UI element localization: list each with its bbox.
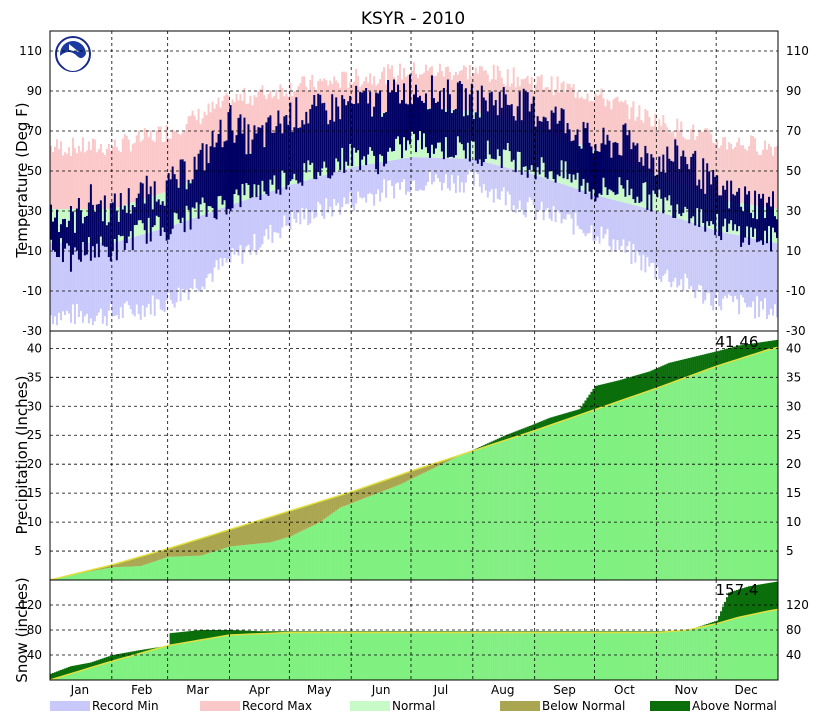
temp-tick-left: -30	[22, 324, 42, 338]
precip-tick-left: 30	[27, 399, 42, 413]
month-label: Jul	[433, 683, 448, 697]
legend-label-below-normal: Below Normal	[542, 699, 625, 713]
precip-tick-right: 20	[786, 457, 801, 471]
precip-tick-right: 40	[786, 341, 801, 355]
temp-tick-right: 50	[786, 164, 801, 178]
legend: Record Min Record Max Normal Below Normal Ab…	[50, 699, 777, 713]
month-label: Nov	[675, 683, 698, 697]
precip-tick-right: 10	[786, 515, 801, 529]
temp-tick-left: 110	[19, 44, 42, 58]
temp-tick-left: 30	[27, 204, 42, 218]
precip-tick-right: 30	[786, 399, 801, 413]
month-label: Jan	[70, 683, 90, 697]
snow-tick-right: 80	[786, 623, 801, 637]
legend-swatch-record-max	[200, 701, 240, 711]
precipitation-axis-label: Precipitation (Inches)	[13, 376, 31, 535]
chart-title: KSYR - 2010	[361, 9, 465, 29]
snow-normal-line	[49, 608, 779, 681]
legend-swatch-below-normal	[500, 701, 540, 711]
precip-tick-left: 20	[27, 457, 42, 471]
temp-tick-right: -30	[786, 324, 806, 338]
temp-tick-left: 70	[27, 124, 42, 138]
noaa-logo	[55, 36, 91, 72]
temp-tick-right: 30	[786, 204, 801, 218]
precip-tick-left: 40	[27, 341, 42, 355]
precip-tick-left: 35	[27, 370, 42, 384]
temp-tick-left: 10	[27, 244, 42, 258]
temp-tick-right: 70	[786, 124, 801, 138]
legend-label-normal: Normal	[392, 699, 435, 713]
month-label: Feb	[131, 683, 152, 697]
temperature-axis-label: Temperature (Deg F)	[13, 102, 31, 258]
precip-normal-line	[49, 346, 779, 581]
snow-tick-left: 40	[27, 648, 42, 662]
precip-tick-right: 25	[786, 428, 801, 442]
month-label: Aug	[491, 683, 514, 697]
snow-tick-right: 40	[786, 648, 801, 662]
snow-tick-left: 80	[27, 623, 42, 637]
temp-tick-right: -10	[786, 284, 806, 298]
legend-swatch-above-normal	[650, 701, 690, 711]
temp-tick-left: 90	[27, 84, 42, 98]
month-label: Apr	[249, 683, 270, 697]
precip-tick-right: 35	[786, 370, 801, 384]
snow-total: 157.4	[716, 581, 759, 599]
month-label: Sep	[553, 683, 576, 697]
snow-axis-label: Snow (inches)	[13, 577, 31, 682]
legend-swatch-normal	[350, 701, 390, 711]
month-label: Dec	[734, 683, 757, 697]
precip-tick-left: 10	[27, 515, 42, 529]
precip-tick-left: 25	[27, 428, 42, 442]
temp-tick-right: 110	[786, 44, 809, 58]
temp-tick-right: 90	[786, 84, 801, 98]
month-axis: Jan Feb Mar Apr May Jun Jul Aug Sep Oct Nov Dec	[70, 683, 758, 697]
month-label: Mar	[186, 683, 209, 697]
month-label: Oct	[614, 683, 635, 697]
temperature-panel: -30 -30 -10 -10 10 10 30 30 50 50 70 70 90 90 110 110	[19, 30, 809, 338]
legend-label-record-max: Record Max	[242, 699, 312, 713]
precip-tick-right: 5	[786, 544, 794, 558]
precip-tick-left: 5	[34, 544, 42, 558]
snow-frame	[49, 579, 779, 681]
legend-swatch-record-min	[50, 701, 90, 711]
snow-panel: 40 40 80 80 120 120	[19, 579, 809, 681]
month-label: May	[307, 683, 332, 697]
temp-tick-left: 50	[27, 164, 42, 178]
legend-label-record-min: Record Min	[92, 699, 159, 713]
legend-label-above-normal: Above Normal	[692, 699, 777, 713]
precipitation-total: 41.46	[716, 333, 759, 351]
snow-tick-left: 120	[19, 598, 42, 612]
temp-tick-left: -10	[22, 284, 42, 298]
precip-tick-right: 15	[786, 486, 801, 500]
snow-tick-right: 120	[786, 598, 809, 612]
precip-tick-left: 15	[27, 486, 42, 500]
precipitation-panel: 5 5 10 10 15 15 20 20 25 25 30 30 35 35 40 40	[27, 330, 801, 581]
month-label: Jun	[371, 683, 391, 697]
temp-tick-right: 10	[786, 244, 801, 258]
